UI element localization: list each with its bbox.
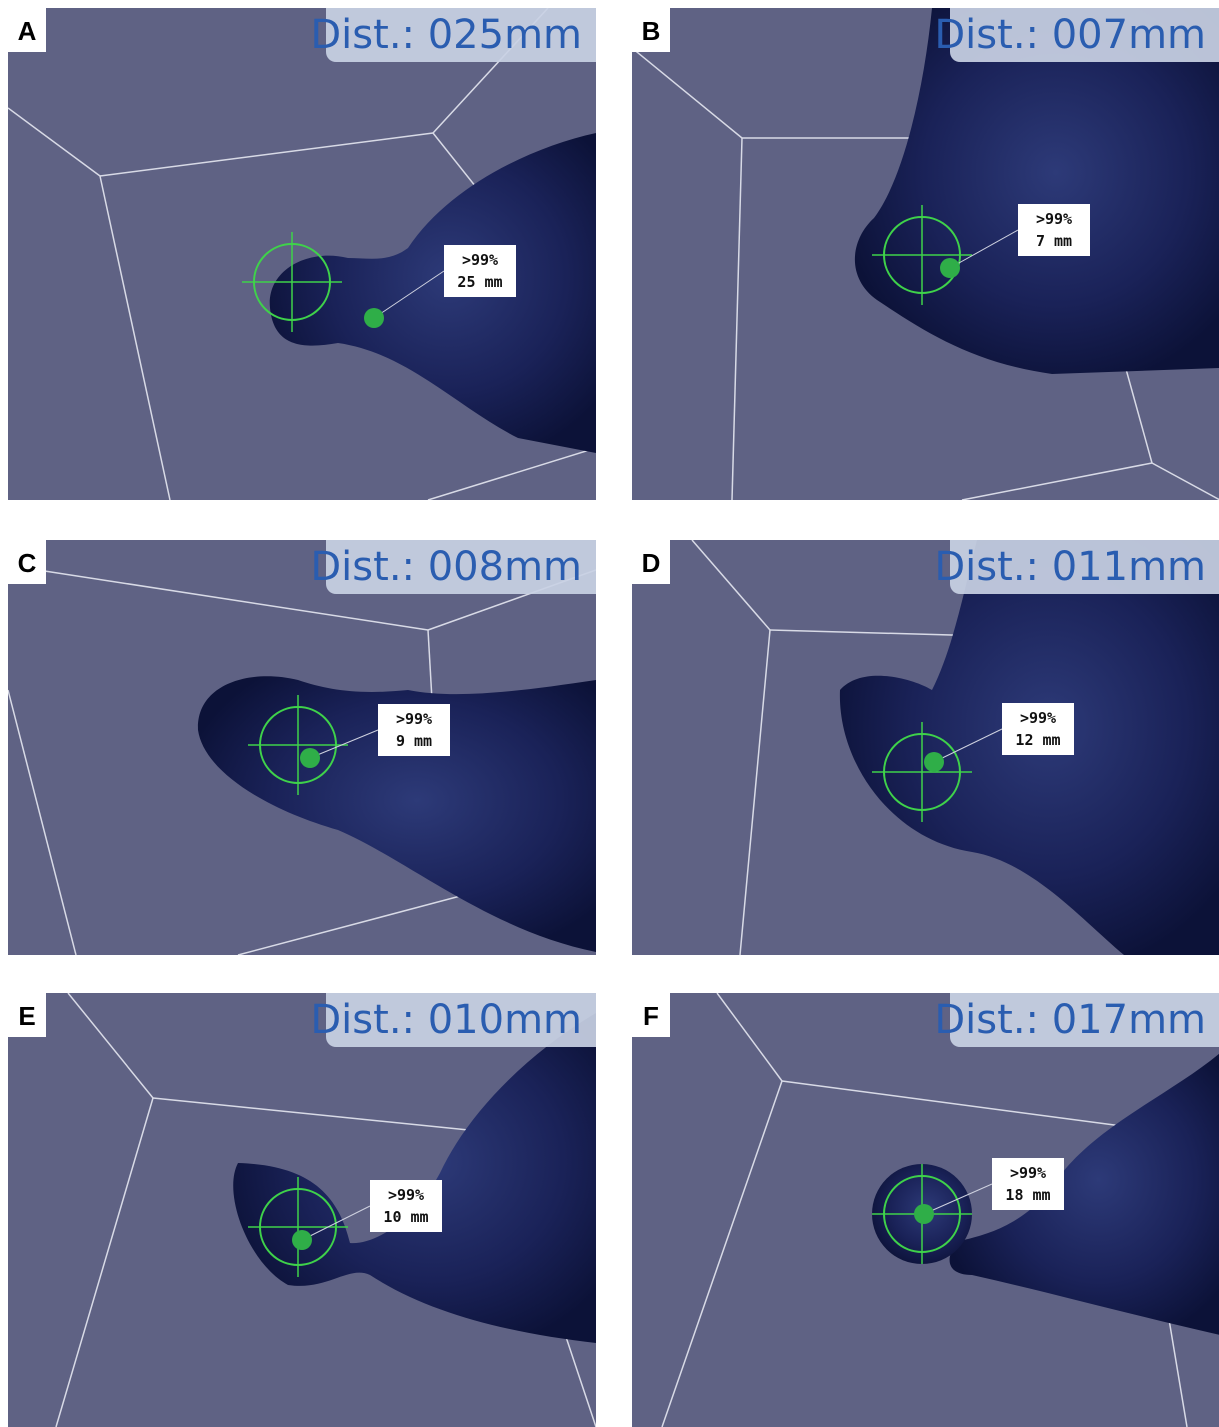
wireframe-edge [37,569,429,631]
target-distance: 25 mm [457,273,502,291]
panel-letter-box [8,540,46,584]
tag-leader [923,1183,993,1215]
panel: >99% 7 mm Dist.: 007mm B [632,8,1219,500]
scene: >99% 18 mm Dist.: 017mm F [632,993,1219,1427]
distance-banner [950,993,1219,1047]
anatomy-surface [855,8,1219,374]
info-tag [1018,204,1090,256]
tag-leader [949,229,1019,269]
distance-readout: Dist.: 025mm [310,12,582,58]
wireframe-edge [716,993,783,1082]
wireframe-edge [661,1080,783,1427]
panel: >99% 18 mm Dist.: 017mm F [632,993,1219,1427]
probe-tip [364,308,384,328]
scene: >99% 10 mm Dist.: 010mm E [8,993,596,1427]
target-distance: 7 mm [1036,232,1072,250]
info-tag [370,1180,442,1232]
panel-letter-box [632,993,670,1037]
distance-banner [950,8,1219,62]
target-distance: 18 mm [1005,1186,1050,1204]
panel-letter: C [18,548,37,578]
target-distance: 9 mm [396,732,432,750]
distance-banner [326,540,596,594]
tag-leader [933,728,1003,763]
distance-readout: Dist.: 017mm [934,997,1206,1043]
info-tag [992,1158,1064,1210]
probe-tip [300,748,320,768]
wireframe-edge [55,1097,154,1427]
probe-tip [940,258,960,278]
probability: >99% [388,1186,424,1204]
wireframe-edge [1151,462,1219,500]
panel-letter-box [8,993,46,1037]
wireframe-edge [731,137,743,500]
panel-letter: D [642,548,661,578]
panel-letter: E [18,1001,35,1031]
anatomy-surface [949,1053,1219,1335]
wireframe-edge [691,540,771,631]
scene: >99% 25 mm Dist.: 025mm A [8,8,596,500]
wireframe-edge [961,462,1153,500]
panel-letter: F [643,1001,659,1031]
wireframe-edge [152,1097,499,1134]
panel: >99% 25 mm Dist.: 025mm A [8,8,596,500]
wireframe-edge [8,107,101,177]
anatomy-surface [233,1013,596,1343]
info-tag [1002,703,1074,755]
distance-banner [326,8,596,62]
panel-letter-box [8,8,46,52]
panel-letter: A [18,16,37,46]
distance-readout: Dist.: 010mm [310,997,582,1043]
wireframe-edge [739,629,771,955]
probability: >99% [1010,1164,1046,1182]
wireframe-edge [427,447,596,500]
probe-tip [292,1230,312,1250]
panel: >99% 12 mm Dist.: 011mm D [632,540,1219,955]
probe-tip [924,752,944,772]
tag-leader [373,270,445,319]
scene: >99% 7 mm Dist.: 007mm B [632,8,1219,500]
distance-banner [326,993,596,1047]
wireframe-edge [99,175,171,500]
info-tag [444,245,516,297]
panel-letter: B [642,16,661,46]
wireframe-edge [8,689,77,955]
panel-letter-box [632,8,670,52]
panel: >99% 10 mm Dist.: 010mm E [8,993,596,1427]
distance-readout: Dist.: 007mm [934,12,1206,58]
panel: >99% 9 mm Dist.: 008mm C [8,540,596,955]
tag-leader [309,729,379,759]
probability: >99% [462,251,498,269]
scene: >99% 9 mm Dist.: 008mm C [8,540,596,955]
anatomy-surface [269,133,596,453]
probability: >99% [1020,709,1056,727]
target-distance: 12 mm [1015,731,1060,749]
tag-leader [301,1205,371,1241]
wireframe-edge [632,47,743,139]
wireframe-edge [781,1080,1138,1129]
distance-readout: Dist.: 011mm [934,544,1206,590]
probe-tip [914,1204,934,1224]
scene: >99% 12 mm Dist.: 011mm D [632,540,1219,955]
distance-readout: Dist.: 008mm [310,544,582,590]
info-tag [378,704,450,756]
target-distance: 10 mm [383,1208,428,1226]
probability: >99% [396,710,432,728]
wireframe-edge [67,993,154,1099]
wireframe-edge [99,132,434,177]
probability: >99% [1036,210,1072,228]
distance-banner [950,540,1219,594]
panel-letter-box [632,540,670,584]
